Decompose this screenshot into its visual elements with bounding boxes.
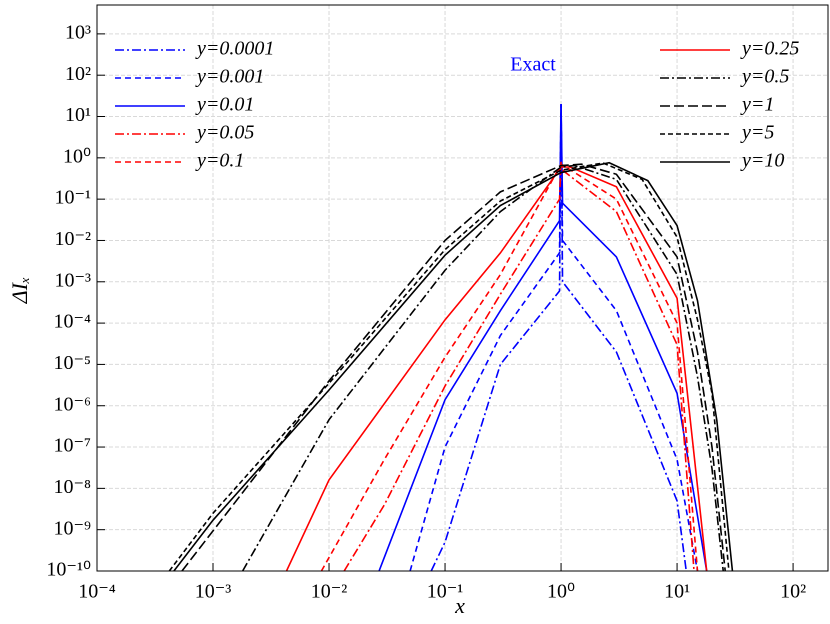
legend-label: y=0.5 — [740, 66, 789, 88]
legend-label: y=0.0001 — [195, 38, 274, 60]
x-tick-label: 10² — [780, 581, 806, 603]
legend-label: y=10 — [740, 150, 784, 172]
x-axis-label: x — [454, 593, 465, 618]
legend-label: y=0.001 — [195, 66, 264, 88]
grid — [96, 5, 828, 572]
y-tick-label: 10² — [65, 63, 91, 85]
y-axis-label: ΔIₓ — [7, 277, 32, 305]
plot-area — [97, 5, 828, 571]
y-tick-label: 10⁻⁵ — [53, 352, 91, 374]
series-line — [320, 163, 699, 571]
series-line — [168, 162, 730, 571]
series-line — [378, 104, 708, 571]
x-tick-label: 10⁻³ — [195, 581, 232, 603]
y-tick-label: 10⁻⁴ — [53, 311, 91, 333]
x-tick-label: 10¹ — [664, 581, 690, 603]
y-tick-label: 10⁻² — [54, 228, 91, 250]
annotation: Exact — [510, 54, 556, 76]
series-line — [181, 163, 727, 571]
y-tick-label: 10⁻⁸ — [53, 476, 91, 498]
y-tick-label: 10³ — [65, 21, 91, 43]
y-tick-label: 10⁻³ — [54, 269, 91, 291]
series-line — [285, 166, 708, 571]
legend-label: y=0.25 — [740, 38, 799, 60]
y-tick-label: 10¹ — [65, 104, 91, 126]
y-tick-label: 10⁻⁶ — [53, 393, 91, 415]
y-tick-label: 10⁻¹⁰ — [46, 559, 91, 581]
y-tick-label: 10⁻⁹ — [53, 517, 91, 539]
x-tick-label: 10⁰ — [547, 581, 575, 603]
y-tick-label: 10⁻⁷ — [53, 435, 91, 457]
legend-label: y=0.01 — [195, 94, 254, 116]
legend-label: y=5 — [740, 122, 774, 144]
lines — [168, 104, 734, 571]
legend-label: y=0.05 — [195, 122, 254, 144]
y-tick-label: 10⁰ — [63, 145, 91, 167]
legend-label: y=1 — [740, 94, 774, 116]
legend-label: y=0.1 — [195, 150, 244, 172]
series-line — [343, 161, 695, 571]
x-tick-label: 10⁻² — [311, 581, 348, 603]
x-tick-label: 10⁻¹ — [427, 581, 464, 603]
y-tick-label: 10⁻¹ — [54, 187, 91, 209]
x-tick-label: 10⁻⁴ — [78, 581, 116, 603]
series-line — [173, 161, 734, 571]
series-line — [241, 164, 725, 571]
plot-frame — [96, 4, 829, 572]
